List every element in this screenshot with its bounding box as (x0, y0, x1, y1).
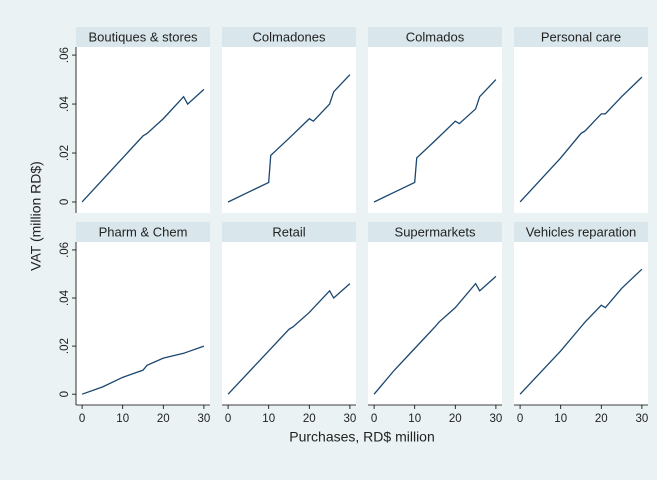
panel-title: Pharm & Chem (99, 224, 188, 239)
y-tick-label: 0 (59, 391, 71, 397)
panel-header (514, 222, 648, 242)
y-tick-label: .04 (59, 289, 71, 306)
y-tick-label: .06 (59, 242, 71, 258)
panel-title: Boutiques & stores (88, 29, 198, 44)
x-tick-label: 20 (303, 413, 316, 425)
x-tick-label: 20 (157, 413, 170, 425)
plot-area (514, 242, 648, 405)
plot-area (76, 242, 210, 405)
x-tick-label: 0 (517, 413, 523, 425)
x-tick-label: 20 (595, 413, 608, 425)
line (81, 88, 205, 203)
y-axis-label: VAT (million RD$) (28, 161, 44, 271)
panel-header (514, 27, 648, 47)
line (227, 283, 351, 395)
y-tick-label: .06 (59, 47, 71, 63)
plot-area (222, 242, 356, 405)
panel-title: Supermarkets (395, 224, 476, 239)
x-axis-label: Purchases, RD$ million (289, 429, 435, 445)
line (227, 74, 351, 203)
x-tick-label: 30 (344, 413, 357, 425)
y-tick-label: .02 (59, 145, 71, 161)
x-tick-label: 10 (116, 413, 129, 425)
line (373, 275, 497, 395)
plot-area (514, 47, 648, 213)
plot-area (368, 47, 502, 213)
x-tick-label: 30 (198, 413, 211, 425)
x-tick-label: 20 (449, 413, 462, 425)
panel-title: Personal care (541, 29, 621, 44)
plot-area (368, 242, 502, 405)
panel-header (76, 27, 210, 47)
y-tick-label: 0 (59, 199, 71, 205)
plot-area (222, 47, 356, 213)
x-tick-label: 30 (490, 413, 503, 425)
x-tick-label: 10 (262, 413, 275, 425)
line (81, 345, 205, 395)
x-tick-label: 10 (408, 413, 421, 425)
line (519, 268, 643, 395)
plot-area (76, 47, 210, 213)
x-tick-label: 30 (636, 413, 649, 425)
y-tick-label: .04 (59, 95, 71, 112)
line (519, 76, 643, 203)
panel-header (222, 222, 356, 242)
panel-header (368, 222, 502, 242)
panel-title: Retail (272, 224, 305, 239)
panel-header (368, 27, 502, 47)
x-tick-label: 0 (79, 413, 85, 425)
line (373, 79, 497, 203)
panel-header (76, 222, 210, 242)
panel-title: Vehicles reparation (526, 224, 637, 239)
x-tick-label: 0 (225, 413, 231, 425)
panel-title: Colmados (406, 29, 465, 44)
x-tick-label: 10 (554, 413, 567, 425)
x-tick-label: 0 (371, 413, 377, 425)
panel-title: Colmadones (253, 29, 326, 44)
y-tick-label: .02 (59, 338, 71, 354)
panel-header (222, 27, 356, 47)
